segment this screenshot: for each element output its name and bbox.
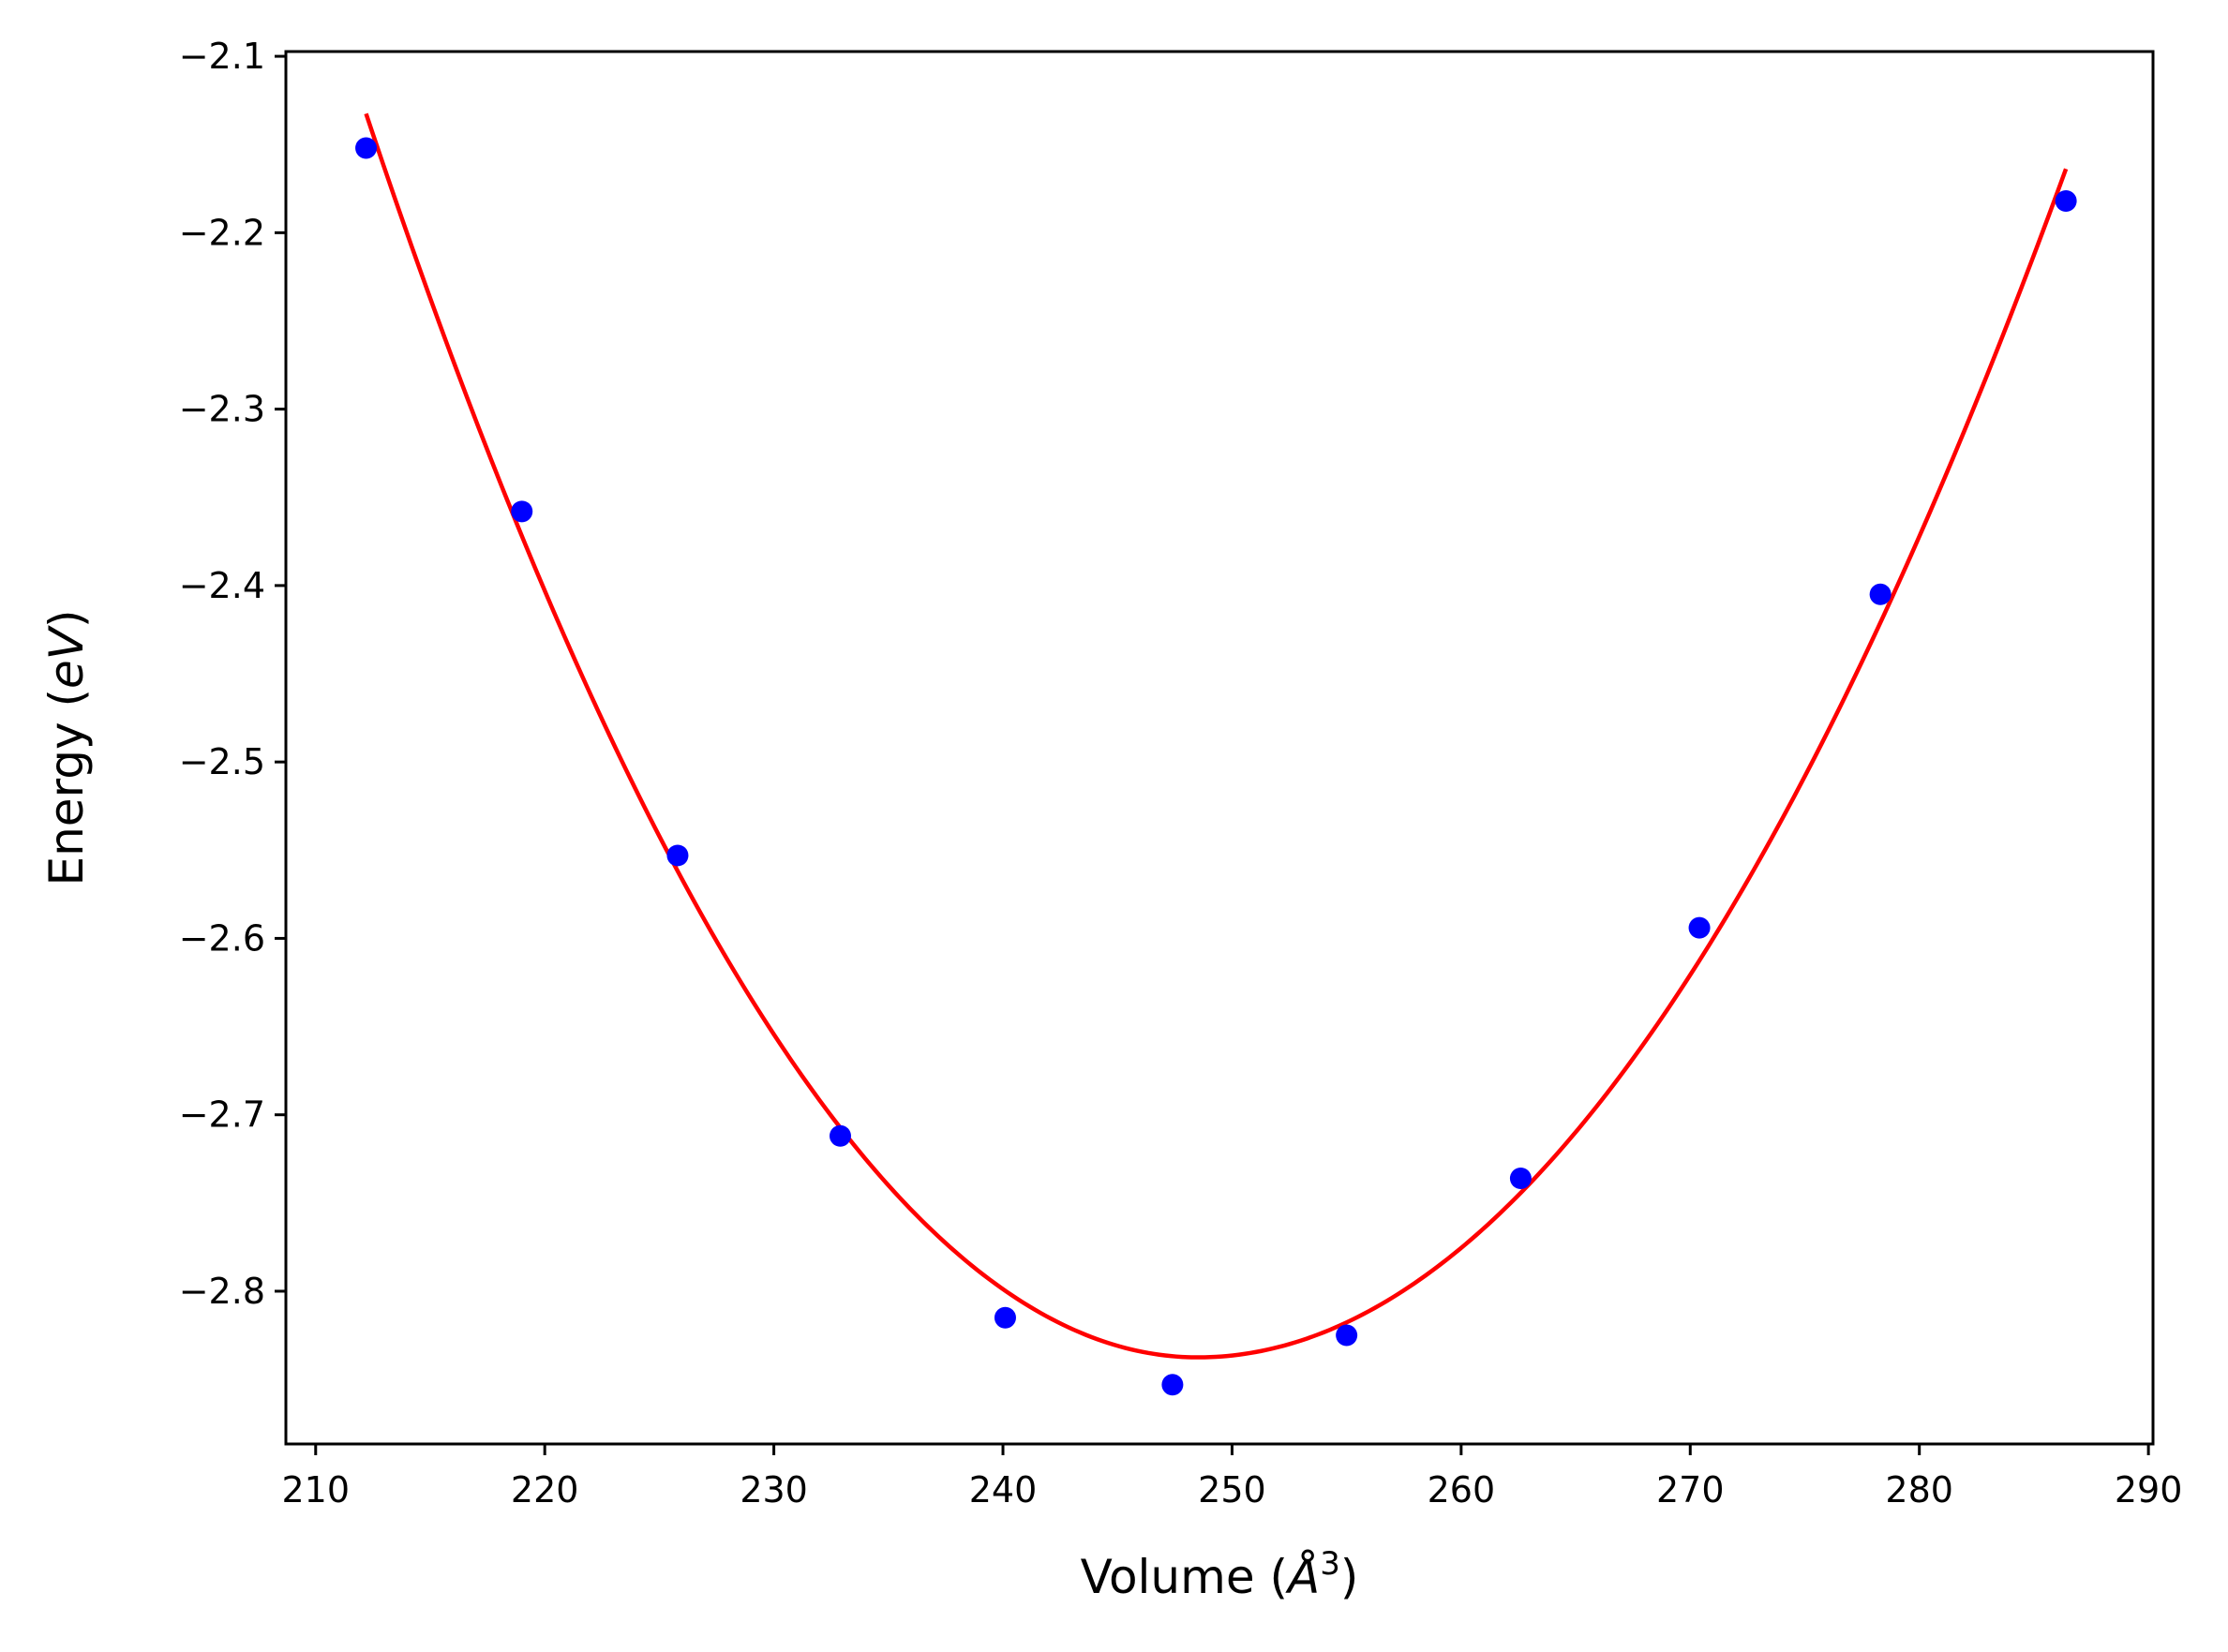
fit-curve: [364, 112, 2069, 1360]
y-axis-label-prefix: Energy (: [39, 689, 94, 886]
data-point: [666, 844, 689, 867]
x-axis-label-suffix: ): [1340, 1550, 1359, 1604]
x-axis-label-sup: 3: [1320, 1545, 1340, 1583]
data-point: [829, 1124, 851, 1147]
data-point: [1161, 1374, 1184, 1396]
x-tick-label: 230: [740, 1469, 808, 1511]
y-axis-label: Energy (eV): [39, 610, 94, 886]
plot-frame: [284, 50, 2155, 1446]
y-tick-label: −2.3: [179, 389, 265, 430]
ticks-layer: 210 220 230 240 250 260 270 280 290 −2.1 −2.2 −2.3 −…: [179, 36, 2183, 1511]
x-tick-label: 290: [2115, 1469, 2183, 1511]
x-tick-label: 250: [1198, 1469, 1266, 1511]
data-point: [2055, 189, 2077, 212]
x-axis-label: Volume (Å3): [1081, 1545, 1359, 1604]
data-point: [1509, 1167, 1532, 1189]
y-tick-label: −2.1: [179, 36, 265, 77]
x-axis-label-prefix: Volume (: [1081, 1550, 1288, 1604]
data-point: [994, 1306, 1016, 1329]
data-point: [511, 500, 533, 523]
y-tick-label: −2.6: [179, 917, 265, 959]
x-axis-label-symbol: Å: [1285, 1550, 1320, 1604]
y-axis-label-italic: eV: [39, 624, 94, 689]
x-tick-label: 240: [969, 1469, 1038, 1511]
x-tick-label: 260: [1428, 1469, 1496, 1511]
x-tick-label: 220: [511, 1469, 579, 1511]
x-tick-label: 280: [1885, 1469, 1953, 1511]
y-tick-label: −2.8: [179, 1271, 265, 1312]
data-point: [1688, 916, 1711, 939]
y-axis-label-suffix: ): [39, 610, 94, 629]
y-tick-label: −2.7: [179, 1094, 265, 1136]
data-point: [1336, 1324, 1358, 1347]
y-tick-label: −2.2: [179, 212, 265, 253]
x-tick-label: 210: [282, 1469, 351, 1511]
x-tick-label: 270: [1656, 1469, 1725, 1511]
y-tick-label: −2.5: [179, 741, 265, 782]
data-point: [355, 137, 378, 159]
data-point: [1869, 583, 1892, 605]
y-tick-label: −2.4: [179, 565, 265, 606]
plot-layer: [355, 112, 2077, 1396]
